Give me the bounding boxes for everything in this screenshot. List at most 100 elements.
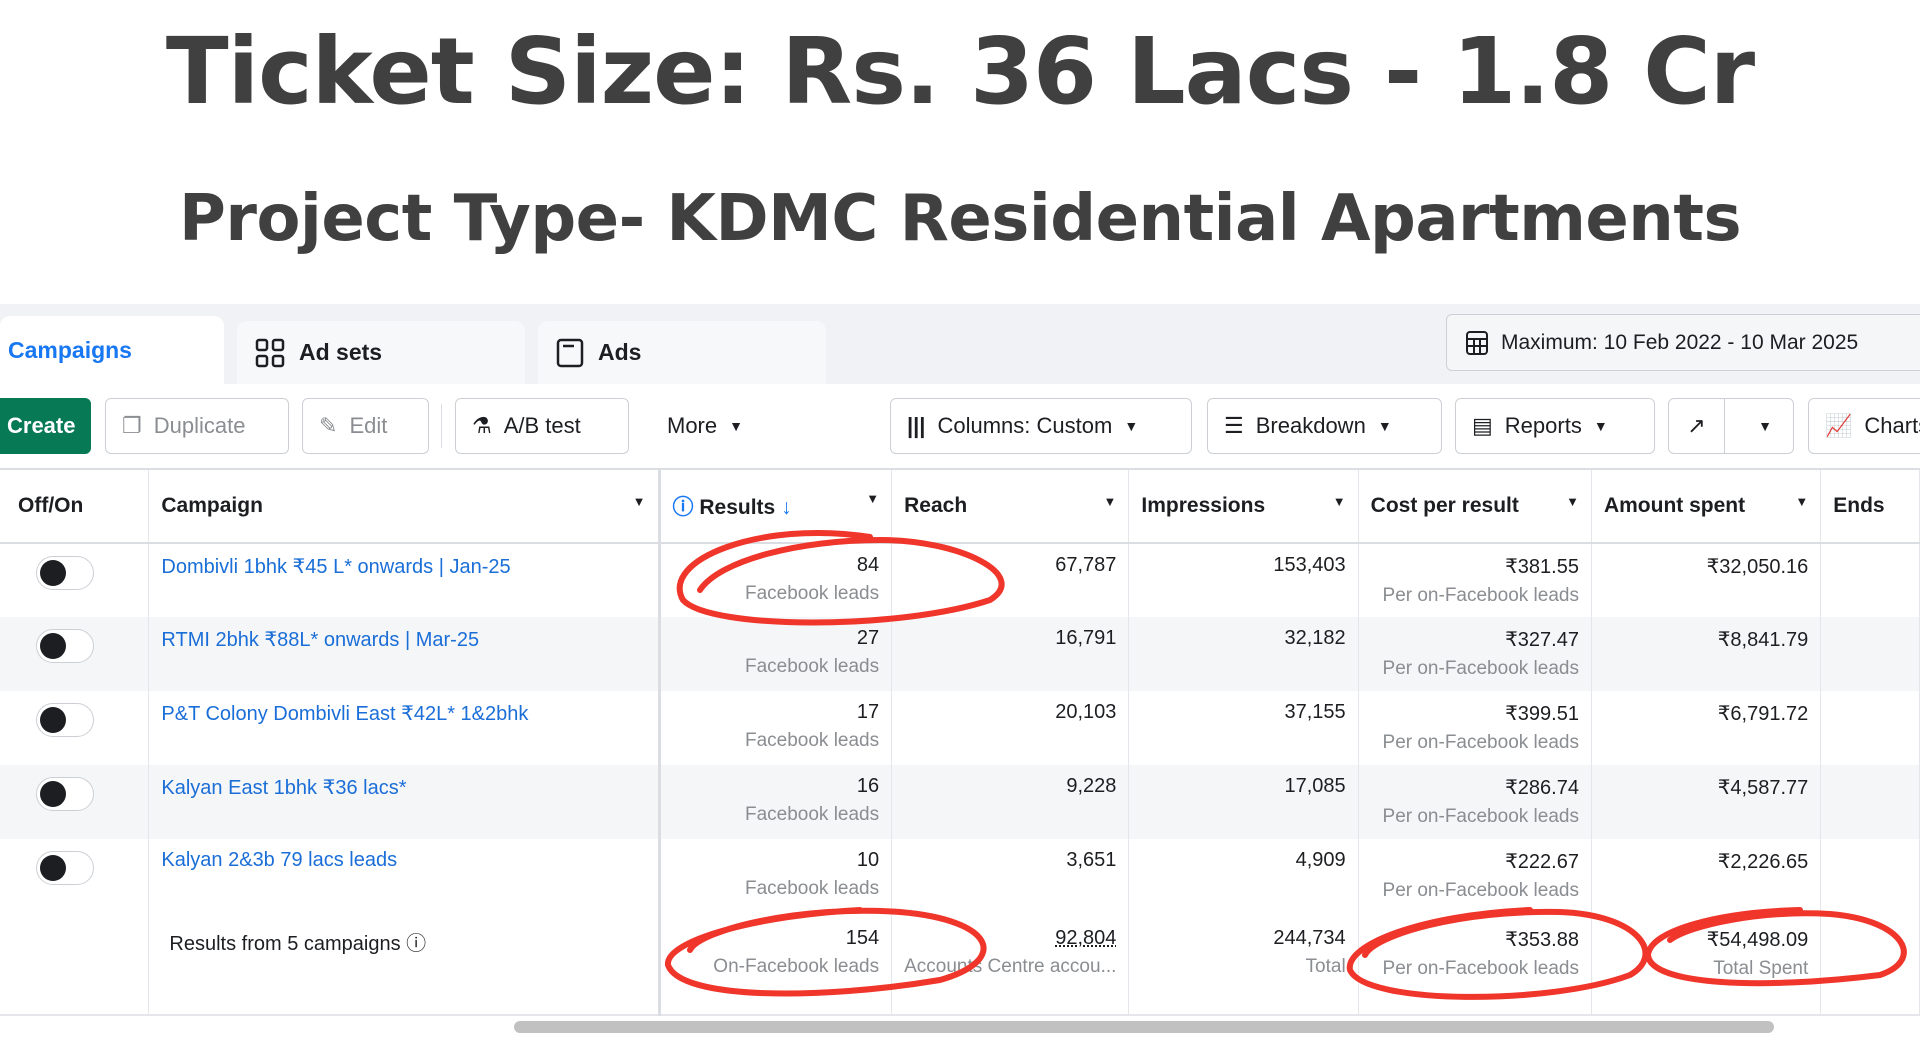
sort-down-arrow-icon[interactable]: ↓ bbox=[781, 496, 792, 519]
breakdown-button[interactable]: ☰ Breakdown ▼ bbox=[1207, 398, 1442, 454]
create-label: Create bbox=[7, 413, 76, 438]
spent-cell: ₹6,791.72 bbox=[1591, 691, 1822, 765]
header-label: Off/On bbox=[18, 494, 84, 517]
results-value: 16 bbox=[856, 775, 880, 797]
column-header-impressions[interactable]: Impressions ▼ bbox=[1128, 468, 1359, 544]
export-dropdown-caret-icon[interactable]: ▼ bbox=[1758, 418, 1772, 434]
grid-icon bbox=[255, 338, 285, 368]
flask-icon: ⚗ bbox=[472, 413, 492, 438]
toggle-cell bbox=[0, 543, 150, 617]
summary-label-cell: Results from 5 campaigns ⓘ bbox=[148, 913, 661, 1016]
cpr-value: ₹286.74 bbox=[1505, 777, 1579, 799]
tab-ad-sets[interactable]: Ad sets bbox=[237, 321, 525, 384]
caret-down-icon: ▼ bbox=[1593, 418, 1608, 434]
column-header-reach[interactable]: Reach ▼ bbox=[891, 468, 1130, 544]
impressions-cell: 37,155 bbox=[1128, 691, 1359, 765]
campaign-link[interactable]: Kalyan 2&3b 79 lacs leads bbox=[161, 849, 398, 871]
header-label: Amount spent bbox=[1603, 494, 1746, 517]
charts-button[interactable]: 📈 Charts bbox=[1808, 398, 1920, 454]
column-header-results[interactable]: ⓘ Results ↓ ▼ bbox=[659, 468, 893, 544]
campaign-toggle[interactable] bbox=[36, 556, 94, 590]
cpr-sub: Per on-Facebook leads bbox=[1382, 585, 1579, 606]
results-sub: Facebook leads bbox=[744, 583, 880, 604]
window-icon bbox=[556, 338, 584, 368]
caret-down-icon: ▼ bbox=[1124, 418, 1139, 434]
ab-test-button[interactable]: ⚗ A/B test bbox=[455, 398, 629, 454]
toolbar: Create ❐ Duplicate ✎ Edit ⚗ A/B test More ▼ … bbox=[0, 384, 1920, 468]
results-sub: Facebook leads bbox=[744, 656, 880, 677]
tab-ads[interactable]: Ads bbox=[538, 321, 826, 384]
ends-cell bbox=[1820, 691, 1920, 765]
reports-button[interactable]: ▤ Reports ▼ bbox=[1455, 398, 1655, 454]
summary-ends bbox=[1820, 913, 1920, 1016]
breakdown-icon: ☰ bbox=[1224, 413, 1244, 438]
columns-button[interactable]: ||| Columns: Custom ▼ bbox=[890, 398, 1192, 454]
campaign-toggle[interactable] bbox=[36, 629, 94, 663]
duplicate-button[interactable]: ❐ Duplicate bbox=[105, 398, 289, 454]
caret-down-icon[interactable]: ▼ bbox=[1103, 494, 1117, 509]
page-subtitle: Project Type- KDMC Residential Apartment… bbox=[178, 182, 1742, 256]
cpr-value: ₹399.51 bbox=[1505, 703, 1579, 725]
date-range-picker[interactable]: Maximum: 10 Feb 2022 - 10 Mar 2025 bbox=[1446, 314, 1920, 371]
impressions-cell: 4,909 bbox=[1128, 839, 1359, 913]
create-button[interactable]: Create bbox=[0, 398, 91, 454]
spent-cell: ₹32,050.16 bbox=[1591, 543, 1822, 617]
reach-cell: 20,103 bbox=[891, 691, 1130, 765]
campaign-link[interactable]: RTMI 2bhk ₹88L* onwards | Mar-25 bbox=[161, 629, 480, 651]
reach-value: 20,103 bbox=[1055, 701, 1117, 723]
caret-down-icon[interactable]: ▼ bbox=[866, 491, 880, 506]
caret-down-icon: ▼ bbox=[1377, 418, 1392, 434]
campaign-toggle[interactable] bbox=[36, 777, 94, 811]
tab-campaigns[interactable]: Campaigns bbox=[0, 316, 224, 384]
summary-impressions-value: 244,734 bbox=[1273, 927, 1346, 949]
summary-empty-cell bbox=[0, 913, 150, 1016]
breakdown-label: Breakdown bbox=[1255, 413, 1366, 438]
edit-button[interactable]: ✎ Edit bbox=[302, 398, 429, 454]
campaign-link[interactable]: Kalyan East 1bhk ₹36 lacs* bbox=[161, 777, 407, 799]
ends-cell bbox=[1820, 617, 1920, 691]
header-label: Impressions bbox=[1141, 494, 1266, 517]
table-row: RTMI 2bhk ₹88L* onwards | Mar-25 27 Faceb… bbox=[0, 617, 1920, 691]
reach-cell: 3,651 bbox=[891, 839, 1130, 913]
export-icon[interactable]: ↗ bbox=[1669, 399, 1726, 453]
column-header-campaign[interactable]: Campaign ▼ bbox=[148, 468, 661, 544]
table-row: Dombivli 1bhk ₹45 L* onwards | Jan-25 84… bbox=[0, 543, 1920, 617]
info-icon[interactable]: ⓘ bbox=[406, 933, 427, 955]
column-header-amount-spent[interactable]: Amount spent ▼ bbox=[1591, 468, 1822, 544]
results-cell: 27 Facebook leads bbox=[659, 617, 893, 691]
spent-value: ₹8,841.79 bbox=[1717, 629, 1809, 651]
caret-down-icon[interactable]: ▼ bbox=[1332, 494, 1346, 509]
reach-cell: 16,791 bbox=[891, 617, 1130, 691]
campaign-toggle[interactable] bbox=[36, 851, 94, 885]
reach-cell: 67,787 bbox=[891, 543, 1130, 617]
column-header-off-on[interactable]: Off/On bbox=[0, 468, 150, 544]
column-header-ends[interactable]: Ends bbox=[1820, 468, 1920, 544]
page-title: Ticket Size: Rs. 36 Lacs - 1.8 Cr bbox=[165, 18, 1755, 125]
tab-label: Ads bbox=[598, 339, 642, 365]
summary-reach-value[interactable]: 92,804 bbox=[1055, 927, 1117, 949]
caret-down-icon[interactable]: ▼ bbox=[632, 494, 646, 509]
chart-icon: 📈 bbox=[1825, 413, 1853, 438]
info-icon[interactable]: ⓘ bbox=[672, 496, 694, 519]
header-label: Results bbox=[699, 496, 776, 519]
toggle-cell bbox=[0, 839, 150, 913]
column-header-cost-per-result[interactable]: Cost per result ▼ bbox=[1358, 468, 1592, 544]
campaign-toggle[interactable] bbox=[36, 703, 94, 737]
toggle-cell bbox=[0, 765, 150, 839]
spent-value: ₹2,226.65 bbox=[1717, 851, 1809, 873]
columns-label: Columns: Custom bbox=[937, 413, 1113, 438]
campaign-link[interactable]: P&T Colony Dombivli East ₹42L* 1&2bhk bbox=[161, 703, 529, 725]
more-button[interactable]: More ▼ bbox=[650, 398, 760, 454]
header-label: Reach bbox=[904, 494, 968, 517]
campaign-cell: Kalyan 2&3b 79 lacs leads bbox=[148, 839, 661, 913]
caret-down-icon[interactable]: ▼ bbox=[1566, 494, 1579, 509]
campaign-link[interactable]: Dombivli 1bhk ₹45 L* onwards | Jan-25 bbox=[161, 556, 511, 578]
horizontal-scrollbar[interactable] bbox=[514, 1021, 1774, 1033]
ends-cell bbox=[1820, 543, 1920, 617]
table-row: Kalyan East 1bhk ₹36 lacs* 16 Facebook le… bbox=[0, 765, 1920, 839]
spent-value: ₹4,587.77 bbox=[1717, 777, 1809, 799]
cpr-value: ₹222.67 bbox=[1505, 851, 1579, 873]
pencil-icon: ✎ bbox=[319, 413, 338, 438]
caret-down-icon[interactable]: ▼ bbox=[1795, 494, 1809, 509]
cpr-cell: ₹327.47 Per on-Facebook leads bbox=[1358, 617, 1592, 691]
